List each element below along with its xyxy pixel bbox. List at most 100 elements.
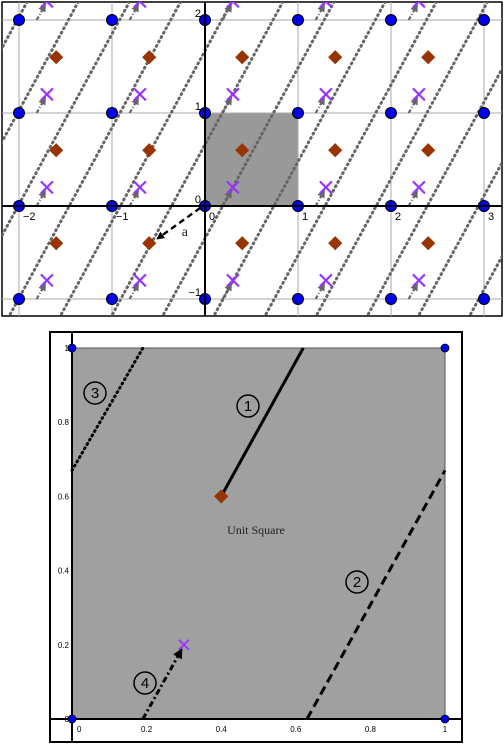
segment-number-circle bbox=[345, 570, 369, 594]
segment-number-circle bbox=[133, 671, 157, 695]
cross-point bbox=[412, 87, 426, 102]
translation-arrow bbox=[314, 96, 325, 114]
translation-arrow bbox=[314, 189, 325, 207]
y-tick-label: 0.2 bbox=[58, 641, 70, 650]
y-tick-label: 0 bbox=[195, 194, 201, 206]
cross-point bbox=[412, 273, 426, 288]
translation-arrow bbox=[314, 282, 325, 300]
translation-arrow bbox=[221, 189, 232, 207]
cross-point bbox=[40, 2, 54, 9]
cross-point bbox=[133, 273, 147, 288]
segment-1-solid bbox=[219, 347, 305, 498]
segment-number-4: 4 bbox=[141, 675, 149, 692]
vector-a-label: a bbox=[182, 225, 189, 240]
diamond-point bbox=[142, 143, 157, 158]
lattice-point bbox=[13, 107, 25, 119]
diamond-point bbox=[328, 143, 343, 158]
x-tick-label: 0 bbox=[209, 211, 215, 223]
translation-arrow bbox=[314, 3, 325, 21]
cross-point bbox=[319, 87, 333, 102]
y-tick-label: 0 bbox=[65, 715, 70, 724]
translation-arrow bbox=[221, 3, 232, 21]
diamond-point bbox=[142, 236, 157, 251]
lattice-point bbox=[292, 14, 304, 26]
translation-arrow bbox=[407, 96, 418, 114]
cross-point bbox=[178, 639, 190, 651]
cross-point bbox=[40, 180, 54, 195]
cross-point bbox=[133, 180, 147, 195]
cross-point bbox=[226, 2, 240, 9]
segment-number-circle bbox=[236, 394, 260, 418]
y-tick-label: 0.6 bbox=[58, 492, 70, 501]
translation-arrow bbox=[128, 3, 139, 21]
x-tick-label: 2 bbox=[395, 211, 401, 223]
vector-a-arrow bbox=[156, 206, 202, 240]
lattice-point bbox=[478, 14, 490, 26]
x-tick-label: 0 bbox=[77, 725, 82, 734]
y-tick-label: 0.4 bbox=[58, 567, 70, 576]
segment-4-arrow bbox=[141, 648, 183, 720]
cross-point bbox=[226, 180, 240, 195]
diamond-point bbox=[421, 50, 436, 65]
diamond-point bbox=[328, 236, 343, 251]
diamond-point bbox=[421, 236, 436, 251]
lattice-point bbox=[106, 107, 118, 119]
y-tick-label: 2 bbox=[195, 8, 201, 20]
segment-number-2: 2 bbox=[353, 574, 361, 591]
cross-point bbox=[319, 180, 333, 195]
lattice-point bbox=[478, 107, 490, 119]
segment-3-dotted bbox=[70, 346, 145, 472]
translation-arrow bbox=[35, 3, 46, 21]
cross-point bbox=[133, 2, 147, 9]
cross-point bbox=[226, 273, 240, 288]
lattice-point bbox=[13, 293, 25, 305]
lattice-point bbox=[292, 293, 304, 305]
translation-arrow bbox=[407, 3, 418, 21]
corner-lattice-point bbox=[67, 343, 77, 353]
corner-lattice-point bbox=[440, 714, 450, 724]
translation-arrow bbox=[128, 282, 139, 300]
segment-number-1: 1 bbox=[244, 398, 252, 415]
cross-point bbox=[412, 180, 426, 195]
x-tick-label: 0.2 bbox=[141, 725, 153, 734]
y-tick-label: 1 bbox=[195, 101, 201, 113]
y-tick-label: 0.8 bbox=[58, 418, 70, 427]
lattice-point bbox=[385, 14, 397, 26]
lattice-point bbox=[13, 14, 25, 26]
translation-arrow bbox=[35, 282, 46, 300]
x-tick-label: −1 bbox=[116, 211, 129, 223]
translation-arrow bbox=[128, 96, 139, 114]
translation-arrow bbox=[221, 96, 232, 114]
segment-2-dashed bbox=[305, 469, 447, 720]
diamond-point bbox=[235, 143, 250, 158]
segment-number-3: 3 bbox=[91, 385, 99, 402]
y-tick-label: −1 bbox=[188, 287, 201, 299]
lattice-point bbox=[106, 293, 118, 305]
cross-point bbox=[412, 2, 426, 9]
x-tick-label: 1 bbox=[302, 211, 308, 223]
diamond-point bbox=[214, 489, 229, 504]
cross-point bbox=[226, 87, 240, 102]
x-tick-label: 0.6 bbox=[290, 725, 302, 734]
segment-number-circle bbox=[83, 381, 107, 405]
unit-square-title: Unit Square bbox=[227, 523, 285, 537]
translation-arrow bbox=[35, 189, 46, 207]
lattice-diagram: a −2 −1 0 1 2 3 −1 0 1 2 bbox=[1, 1, 503, 317]
cross-point bbox=[319, 2, 333, 9]
translation-arrow bbox=[128, 189, 139, 207]
cross-point bbox=[40, 273, 54, 288]
translation-arrow bbox=[407, 282, 418, 300]
y-tick-label: 1 bbox=[65, 344, 70, 353]
diamond-point bbox=[328, 50, 343, 65]
x-tick-label: −2 bbox=[23, 211, 36, 223]
lattice-point bbox=[292, 107, 304, 119]
cross-point bbox=[133, 87, 147, 102]
x-tick-label: 0.8 bbox=[365, 725, 377, 734]
translation-arrow bbox=[35, 96, 46, 114]
lattice-point bbox=[478, 293, 490, 305]
lattice-point bbox=[385, 293, 397, 305]
translation-arrow bbox=[221, 282, 232, 300]
x-tick-label: 1 bbox=[443, 725, 448, 734]
diamond-point bbox=[49, 50, 64, 65]
